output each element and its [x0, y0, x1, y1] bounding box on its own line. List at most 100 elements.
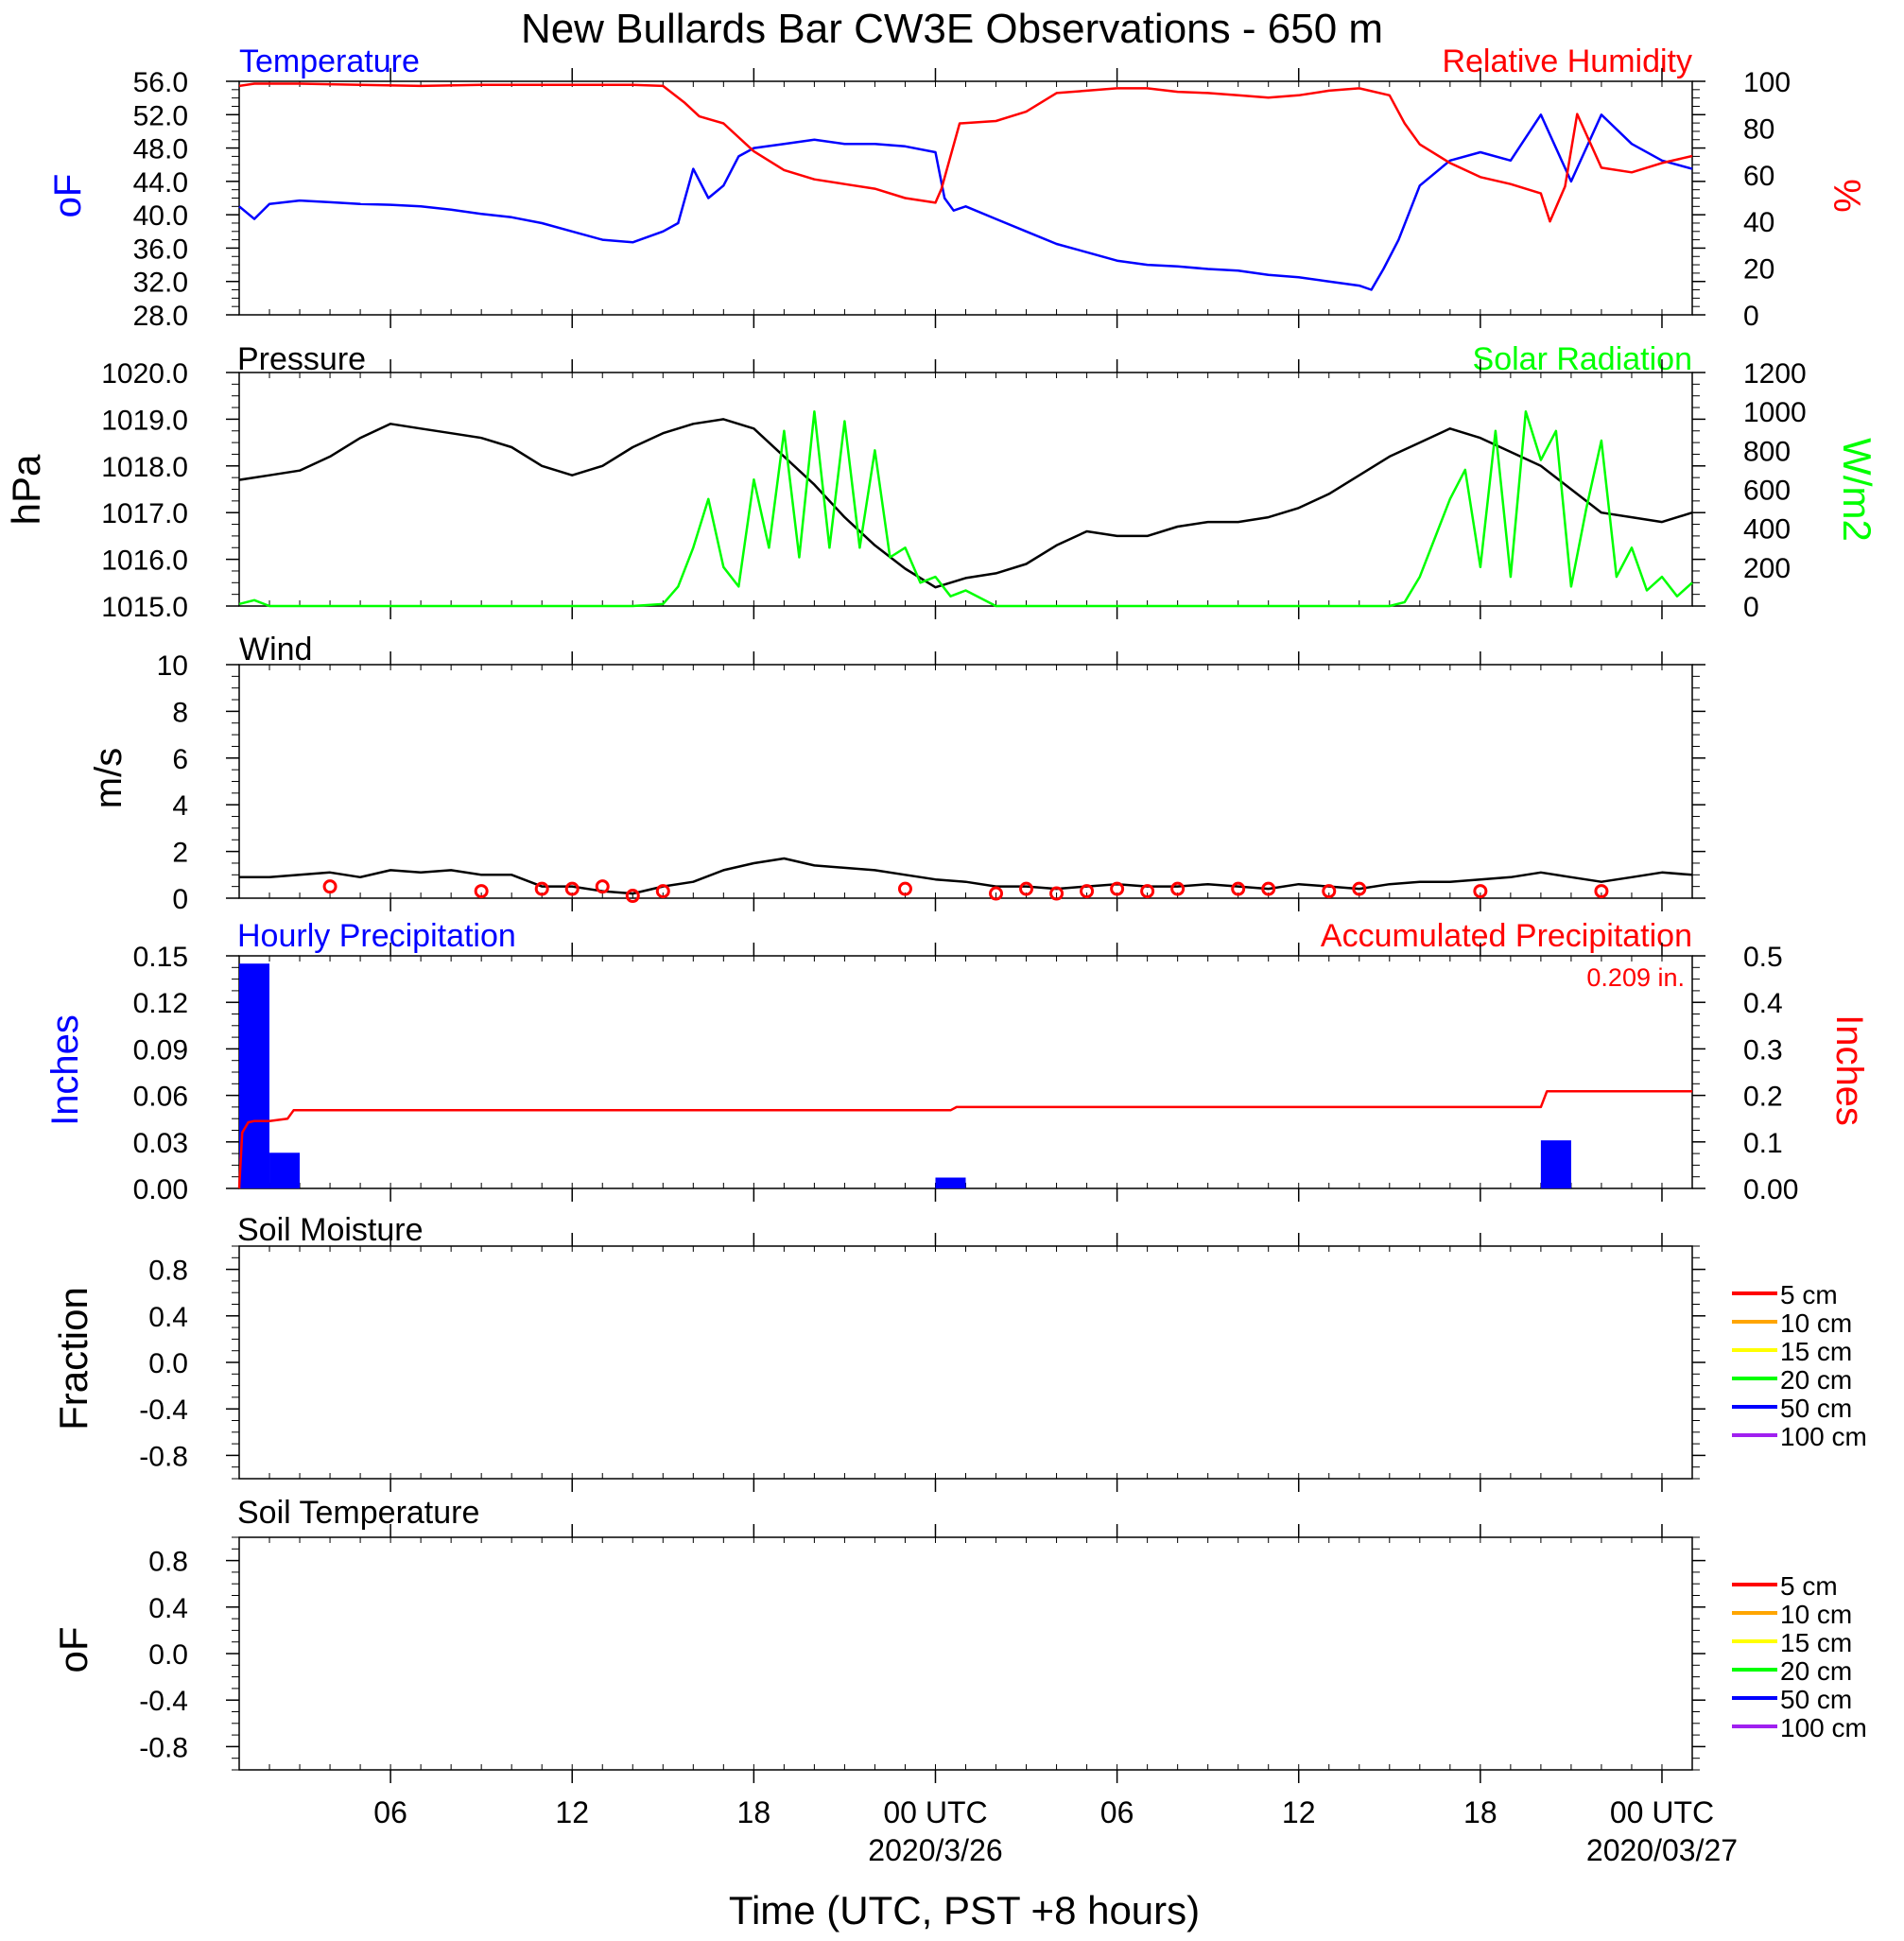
legend-label: 10 cm	[1780, 1308, 1852, 1338]
wind-axis-label: m/s	[88, 748, 130, 808]
chart-precipitation: 0.00 0.03 0.06 0.09 0.12 0.15 0.00 0.1 0.2 0.3 0.4…	[133, 942, 1799, 1205]
y-left-tick-label: 0.0	[148, 1348, 188, 1379]
legend-label: 100 cm	[1780, 1422, 1867, 1451]
soil-temperature-axis-label: oF	[51, 1626, 95, 1672]
wind-mean-marker	[1352, 881, 1367, 896]
wind-mean-marker	[1594, 884, 1609, 899]
series-line-solar-radiation	[238, 409, 1693, 608]
y-left-tick-label: 1020.0	[101, 358, 188, 390]
wind-title: Wind	[239, 632, 312, 667]
y-right-tick-label: 60	[1743, 161, 1774, 192]
y-left-tick-label: 0.12	[133, 988, 188, 1019]
wind-mean-marker	[534, 881, 549, 896]
wind-mean-marker	[1170, 881, 1186, 896]
wind-mean-marker	[655, 884, 670, 899]
x-tick-label: 18	[1463, 1795, 1497, 1829]
wind-mean-marker	[322, 879, 338, 894]
x-tick-sublabel: 2020/3/26	[868, 1833, 1002, 1867]
wind-mean-marker	[1019, 881, 1034, 896]
y-left-tick-label: -0.8	[139, 1732, 188, 1763]
x-tick-label: 00 UTC	[883, 1795, 987, 1829]
y-left-tick-label: 36.0	[133, 234, 188, 265]
chart-wind: 0 2 4 6 8 10	[157, 650, 1705, 915]
wind-mean-marker	[1080, 884, 1095, 899]
humidity-title: Relative Humidity	[1442, 43, 1692, 79]
legend-label: 15 cm	[1780, 1628, 1852, 1657]
y-left-tick-label: 1017.0	[101, 498, 188, 529]
chart-pressure_solar: 1015.0 1016.0 1017.0 1018.0 1019.0 1020.0 0 200…	[101, 358, 1807, 623]
y-left-tick-label: 48.0	[133, 134, 188, 165]
wind-mean-marker	[1261, 881, 1276, 896]
y-left-tick-label: 0.00	[133, 1174, 188, 1205]
precip-total-label: 0.209 in.	[1586, 963, 1685, 992]
y-left-tick-label: 0.0	[148, 1639, 188, 1671]
wind-mean-marker	[1049, 886, 1065, 901]
y-left-tick-label: 32.0	[133, 268, 188, 299]
y-left-tick-label: 1018.0	[101, 452, 188, 483]
hourly-precip-axis-label: Inches	[44, 1014, 86, 1126]
wind-mean-marker	[1231, 881, 1246, 896]
x-tick-label: 18	[737, 1795, 771, 1829]
legend-label: 5 cm	[1780, 1571, 1838, 1601]
panel-pressure: Pressure Solar Radiation hPa W/m2	[4, 341, 1879, 542]
series-line-pressure	[238, 418, 1693, 589]
x-tick-label: 12	[1282, 1795, 1316, 1829]
y-left-tick-label: 2	[172, 838, 188, 869]
wind-mean-marker	[474, 884, 489, 899]
wind-mean-marker	[1140, 884, 1155, 899]
temperature-title: Temperature	[239, 43, 420, 79]
solar-title: Solar Radiation	[1473, 341, 1692, 377]
x-tick-label: 06	[373, 1795, 407, 1829]
y-right-tick-label: 0.2	[1743, 1082, 1783, 1113]
panel-soil-temperature: Soil Temperature oF	[51, 1495, 479, 1673]
y-left-tick-label: -0.8	[139, 1441, 188, 1472]
temperature-axis-label: oF	[47, 174, 89, 218]
x-axis-label: Time (UTC, PST +8 hours)	[729, 1888, 1200, 1932]
y-left-tick-label: 44.0	[133, 167, 188, 199]
series-line-wind	[239, 857, 1693, 895]
panel-soil-moisture: Soil Moisture Fraction	[51, 1212, 424, 1430]
series-line-accumulated-precipitation	[237, 1089, 1692, 1189]
y-left-tick-label: 0.03	[133, 1128, 188, 1159]
y-right-tick-label: 40	[1743, 207, 1774, 238]
legend-label: 20 cm	[1780, 1656, 1852, 1686]
wind-mean-marker	[625, 889, 640, 904]
y-right-tick-label: 800	[1743, 436, 1791, 467]
y-left-tick-label: 1019.0	[101, 405, 188, 436]
panel-precip: Hourly Precipitation Accumulated Precipi…	[44, 918, 1870, 1126]
y-left-tick-label: 56.0	[133, 67, 188, 98]
y-left-tick-label: 0.09	[133, 1034, 188, 1066]
precip-bar	[935, 1177, 966, 1188]
y-left-tick-label: 52.0	[133, 100, 188, 131]
y-left-tick-label: 10	[157, 650, 188, 682]
y-left-tick-label: 0.4	[148, 1302, 188, 1333]
y-right-tick-label: 0.4	[1743, 988, 1783, 1019]
y-left-tick-label: 6	[172, 744, 188, 775]
figure-title: New Bullards Bar CW3E Observations - 650…	[521, 6, 1383, 52]
y-right-tick-label: 600	[1743, 476, 1791, 507]
y-right-tick-label: 1000	[1743, 397, 1807, 428]
wind-mean-marker	[1473, 884, 1488, 899]
y-right-tick-label: 0.3	[1743, 1034, 1783, 1066]
pressure-title: Pressure	[237, 341, 366, 377]
y-left-tick-label: -0.4	[139, 1686, 188, 1717]
panel-temperature: Temperature Relative Humidity oF %	[47, 43, 1867, 217]
wind-mean-marker	[989, 886, 1004, 901]
x-tick-sublabel: 2020/03/27	[1586, 1833, 1738, 1867]
legend-label: 50 cm	[1780, 1685, 1852, 1714]
y-right-tick-label: 0	[1743, 592, 1759, 623]
y-left-tick-label: 0	[172, 884, 188, 915]
y-left-tick-label: 4	[172, 790, 188, 822]
humidity-axis-label: %	[1826, 179, 1867, 213]
y-left-tick-label: 8	[172, 697, 188, 728]
legend-label: 5 cm	[1780, 1280, 1838, 1309]
wind-mean-marker	[564, 881, 580, 896]
y-left-tick-label: 0.8	[148, 1256, 188, 1287]
chart-temperature_rh: 28.032.036.040.044.048.052.056.0 0 20 40 60 8…	[133, 67, 1791, 332]
y-right-tick-label: 400	[1743, 514, 1791, 546]
series-line-relative-humidity	[238, 82, 1693, 223]
legend-label: 15 cm	[1780, 1337, 1852, 1366]
